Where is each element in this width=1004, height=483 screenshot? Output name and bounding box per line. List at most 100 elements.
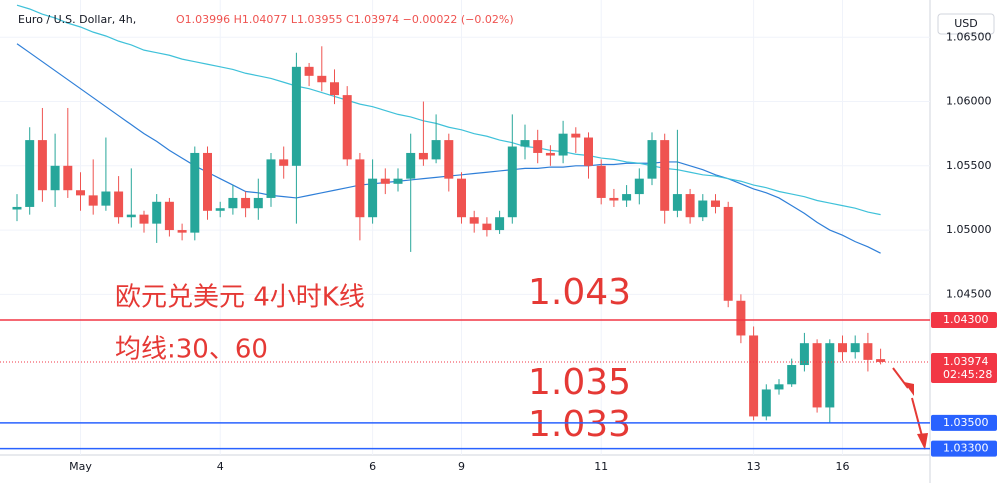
candle-body [507,146,517,218]
candle-body [482,223,492,231]
arrow-head [917,433,928,450]
candle-body [647,140,657,179]
candle-body [660,140,670,211]
annotation: 1.033 [528,404,631,445]
symbol: Euro / U.S. Dollar, 4h, [18,13,136,26]
candle-body [177,230,187,233]
candle-body [876,359,886,362]
price-tag-label: 1.03300 [943,442,989,455]
candle-body [774,384,784,390]
candle-body [380,178,390,184]
candle-body [406,152,416,179]
candle-body [787,365,797,385]
y-tick-label: 1.06500 [946,30,992,43]
candle-body [291,66,301,166]
price-tag [931,312,997,329]
candle-body [457,178,466,218]
candle-body [253,197,263,209]
candle-body [152,201,162,224]
candle-body [584,137,593,166]
candle-body [799,343,809,366]
ohlc: O1.03996 H1.04077 L1.03955 C1.03974 −0.0… [176,13,514,26]
candle-body [241,197,251,209]
x-tick-label: 13 [747,460,761,473]
candle-body [114,191,124,218]
y-tick-label: 1.05000 [946,223,992,236]
arrow-head [904,382,914,396]
countdown: 02:45:28 [943,368,992,381]
candle-body [190,152,200,233]
candle-body [444,140,454,179]
candle-body [863,343,873,360]
candle-body [431,140,441,160]
candle-body [228,197,238,209]
candle-body [139,214,149,224]
candle-body [558,133,568,156]
candle-body [63,165,73,191]
price-tag [931,414,997,431]
y-tick-label: 1.06000 [946,95,992,108]
candle-body [685,194,695,218]
candle-body [25,140,35,207]
candle-body [520,140,530,147]
candle-body [825,343,835,408]
price-tag-label: 1.04300 [943,313,989,326]
candle-body [609,197,619,201]
arrow [911,397,923,437]
currency[interactable]: USD [954,17,978,30]
annotation: 1.035 [528,362,631,403]
candle-body [12,206,22,210]
candle-body [761,389,771,417]
arrows [892,367,928,450]
candle-body [418,152,428,160]
candle-body [533,140,543,153]
x-tick-label: 11 [594,460,608,473]
candle-body [203,152,212,211]
candle-body [672,194,682,211]
price-tag-label: 1.03974 [943,355,989,368]
candle-body [545,152,555,156]
x-tick-label: 9 [458,460,465,473]
candle-body [495,217,505,231]
candle-body [101,191,111,206]
candle-body [304,66,314,76]
candle-body [368,178,378,218]
candle-body [812,343,822,408]
x-tick-label: 6 [369,460,376,473]
candle-body [736,300,746,336]
candle-body [711,200,720,207]
candle-body [393,178,403,184]
annotation: 1.043 [528,272,631,313]
price-tag [931,352,997,383]
candle-body [596,165,606,198]
candle-body [698,200,708,218]
candle-body [164,201,174,231]
candle-body [330,82,339,96]
currency-button[interactable] [937,13,995,35]
candle-body [355,159,365,218]
moving-average [16,4,881,216]
candle-body [266,159,276,198]
candle-body [622,194,632,201]
candle-body [749,335,759,417]
candle-body [723,206,733,301]
candle-body [634,178,644,195]
candle-body [88,195,98,206]
candle-body [126,214,136,218]
candle-body [571,133,581,138]
candle-body [215,208,225,211]
x-tick-label: 16 [836,460,850,473]
annotation: 欧元兑美元 4小时K线 [115,283,365,313]
y-tick-label: 1.05500 [946,159,992,172]
annotation: 均线:30、60 [115,335,268,365]
x-tick-label: May [69,460,92,473]
candle-body [76,190,85,196]
x-tick-label: 4 [217,460,224,473]
plot [0,0,930,455]
candle-body [50,165,60,191]
y-tick-label: 1.04500 [946,287,992,300]
candle-body [838,343,847,353]
arrow [892,367,909,389]
